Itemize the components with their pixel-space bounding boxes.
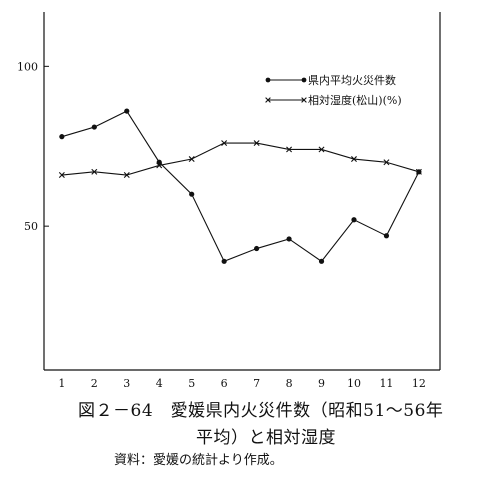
y-tick-label: 100 <box>17 60 38 73</box>
x-tick-label: 6 <box>221 377 228 390</box>
x-tick-label: 8 <box>286 377 293 390</box>
x-tick-label: 1 <box>58 377 65 390</box>
data-point <box>318 146 325 153</box>
data-point <box>221 140 228 147</box>
x-tick-label: 7 <box>253 377 260 390</box>
data-point <box>318 258 325 264</box>
series-2 <box>58 140 422 179</box>
x-marker-stroke <box>383 159 390 166</box>
series-1 <box>59 108 422 264</box>
x-marker-stroke <box>265 97 271 103</box>
x-marker-stroke <box>350 156 357 163</box>
legend-entry-2: 相対湿度(松山)(%) <box>265 93 402 107</box>
data-point <box>351 217 357 223</box>
x-axis-ticks: 1 2 3 4 5 6 7 8 9 10 11 12 <box>58 377 426 390</box>
data-point <box>286 236 292 242</box>
y-axis-ticks: 100 50 <box>17 60 49 233</box>
x-tick-label: 11 <box>379 377 393 390</box>
x-marker-stroke <box>156 162 163 169</box>
legend-dot-marker <box>301 77 307 83</box>
x-tick-label: 2 <box>91 377 98 390</box>
data-point <box>383 159 390 166</box>
data-point <box>124 108 130 114</box>
x-tick-label: 12 <box>412 377 426 390</box>
data-point <box>156 162 163 169</box>
x-marker-stroke <box>188 156 195 163</box>
legend-entry-1: 県内平均火災件数 <box>265 73 396 87</box>
data-point <box>91 124 97 130</box>
data-point <box>188 156 195 163</box>
data-point <box>91 168 98 175</box>
x-marker-stroke <box>318 146 325 153</box>
x-tick-label: 5 <box>188 377 195 390</box>
x-marker-stroke <box>286 146 293 153</box>
data-point <box>254 245 260 252</box>
data-point <box>59 134 65 140</box>
data-point <box>253 140 260 147</box>
data-point <box>123 172 130 179</box>
legend-x-marker <box>301 97 307 103</box>
series-line <box>61 142 420 176</box>
x-tick-label: 9 <box>318 377 325 390</box>
plot-frame <box>43 12 441 371</box>
figure-caption-line-2: 平均）と相対湿度 <box>196 428 336 448</box>
legend-label: 相対湿度(松山)(%) <box>308 93 402 107</box>
series-line <box>61 110 420 263</box>
legend-dot-marker <box>265 77 271 83</box>
legend-label: 県内平均火災件数 <box>308 73 396 87</box>
x-marker-stroke <box>301 97 307 103</box>
x-tick-label: 4 <box>156 377 163 390</box>
x-marker-stroke <box>415 168 422 175</box>
data-point <box>350 156 357 163</box>
data-point <box>58 172 65 179</box>
legend-x-marker <box>265 97 271 103</box>
data-point <box>286 146 293 153</box>
data-point <box>415 168 422 175</box>
data-point <box>383 233 390 239</box>
x-marker-stroke <box>123 172 130 179</box>
x-marker-stroke <box>253 140 260 147</box>
series-layer <box>58 108 422 264</box>
x-tick-label: 3 <box>123 377 130 390</box>
data-point <box>189 191 195 197</box>
figure-caption-line-1: 図２－64 愛媛県内火災件数（昭和51～56年 <box>78 401 444 421</box>
x-marker-stroke <box>58 172 65 179</box>
data-point <box>221 258 227 264</box>
x-marker-stroke <box>91 168 98 175</box>
y-tick-label: 50 <box>24 220 38 233</box>
figure-source-note: 資料：愛媛の統計より作成。 <box>114 453 283 468</box>
x-tick-label: 10 <box>347 377 361 390</box>
x-marker-stroke <box>221 140 228 147</box>
